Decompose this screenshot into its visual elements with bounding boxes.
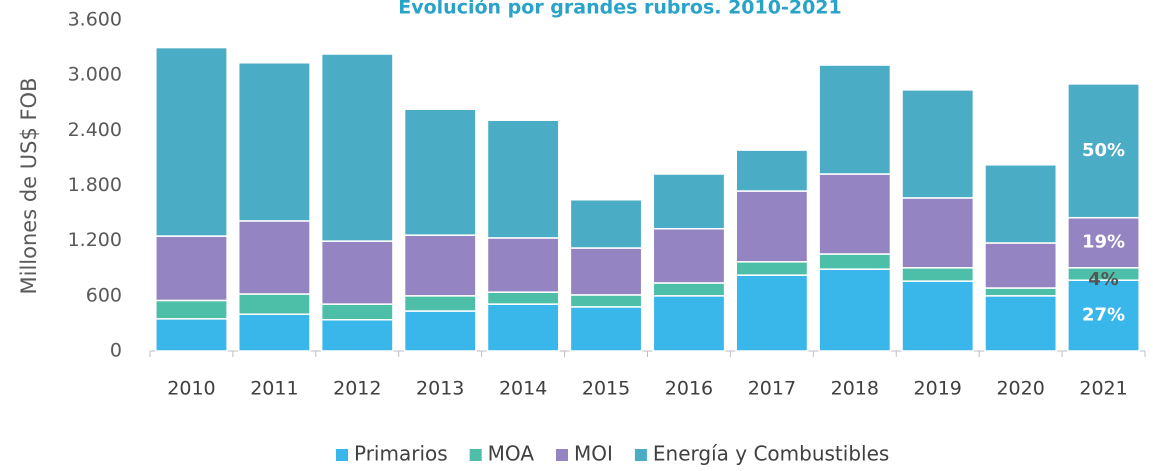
data-label: 19% xyxy=(1082,232,1125,253)
y-axis-label: Millones de US$ FOB xyxy=(17,78,41,295)
bar-segment xyxy=(652,227,726,284)
x-tick-label: 2011 xyxy=(250,378,298,400)
bar-segment xyxy=(818,173,892,255)
x-tick-label: 2018 xyxy=(831,378,879,400)
x-tick-label: 2014 xyxy=(499,378,547,400)
y-tick-label: 3.600 xyxy=(68,9,122,31)
legend-label: Primarios xyxy=(354,442,448,466)
bar-segment xyxy=(486,119,560,239)
bar-segment xyxy=(403,295,477,312)
bar-segment xyxy=(486,237,560,293)
bar-segment xyxy=(735,149,809,192)
bar-segment xyxy=(984,164,1058,244)
bar-segment xyxy=(652,173,726,230)
bar-segment xyxy=(818,253,892,270)
x-tick-label: 2017 xyxy=(748,378,796,400)
bar-segment xyxy=(735,261,809,276)
bar-segment xyxy=(569,199,643,249)
bar-segment xyxy=(403,234,477,297)
bar-segment xyxy=(818,268,892,352)
x-tick-label: 2019 xyxy=(914,378,962,400)
legend-label: MOI xyxy=(574,442,613,466)
x-tick-label: 2016 xyxy=(665,378,713,400)
bar-segment xyxy=(155,46,228,237)
y-tick-label: 3.000 xyxy=(68,64,122,86)
legend-swatch xyxy=(634,449,647,461)
data-label: 4% xyxy=(1088,269,1119,290)
x-tick-label: 2012 xyxy=(333,378,381,400)
bar-segment xyxy=(486,291,560,305)
bar-segment xyxy=(320,240,394,305)
bar-segment xyxy=(984,287,1058,297)
bar-segment xyxy=(155,318,228,352)
bar-segment xyxy=(155,299,228,320)
bar-segment xyxy=(237,313,311,352)
y-tick-label: 1.200 xyxy=(68,229,122,251)
bar-segment xyxy=(1067,279,1140,352)
bar-segment xyxy=(569,306,643,352)
bar-segment xyxy=(320,318,394,352)
bar-segment xyxy=(652,295,726,352)
bar-segment xyxy=(984,295,1058,352)
bar-segment xyxy=(1067,83,1140,219)
legend-swatch xyxy=(556,449,568,461)
bar-segment xyxy=(486,303,560,352)
bar-segment xyxy=(652,282,726,297)
bar-segment xyxy=(403,108,477,236)
legend-swatch xyxy=(336,449,348,461)
legend-swatch xyxy=(469,449,482,461)
x-tick-label: 2021 xyxy=(1079,378,1127,400)
bar-segment xyxy=(403,310,477,352)
bar-segment xyxy=(320,53,394,242)
bar-segment xyxy=(320,303,394,321)
bar-segment xyxy=(1067,216,1140,269)
x-tick-label: 2020 xyxy=(996,378,1044,400)
x-tick-label: 2010 xyxy=(167,378,215,400)
bar-segment xyxy=(237,62,311,222)
bar-segment xyxy=(901,197,975,269)
x-tick-label: 2015 xyxy=(582,378,630,400)
data-label: 27% xyxy=(1082,305,1125,326)
y-tick-label: 0 xyxy=(110,340,122,362)
y-tick-label: 600 xyxy=(86,284,122,306)
bar-segment xyxy=(901,267,975,282)
chart-title: Evolución por grandes rubros. 2010-2021 xyxy=(398,0,842,19)
legend-label: MOA xyxy=(488,442,535,466)
data-label: 50% xyxy=(1082,140,1125,161)
bar-segment xyxy=(984,242,1058,289)
bar-segment xyxy=(155,235,228,302)
bar-segment xyxy=(735,190,809,263)
y-tick-label: 1.800 xyxy=(68,174,122,196)
bar-segment xyxy=(818,64,892,175)
bar-segment xyxy=(901,280,975,352)
y-tick-label: 2.400 xyxy=(68,119,122,141)
bar-segment xyxy=(569,294,643,308)
x-tick-label: 2013 xyxy=(416,378,464,400)
bar-segment xyxy=(237,220,311,295)
bar-segment xyxy=(735,274,809,352)
legend-label: Energía y Combustibles xyxy=(653,442,889,466)
bar-segment xyxy=(901,89,975,199)
bar-segment xyxy=(569,247,643,296)
bar-segment xyxy=(237,293,311,315)
